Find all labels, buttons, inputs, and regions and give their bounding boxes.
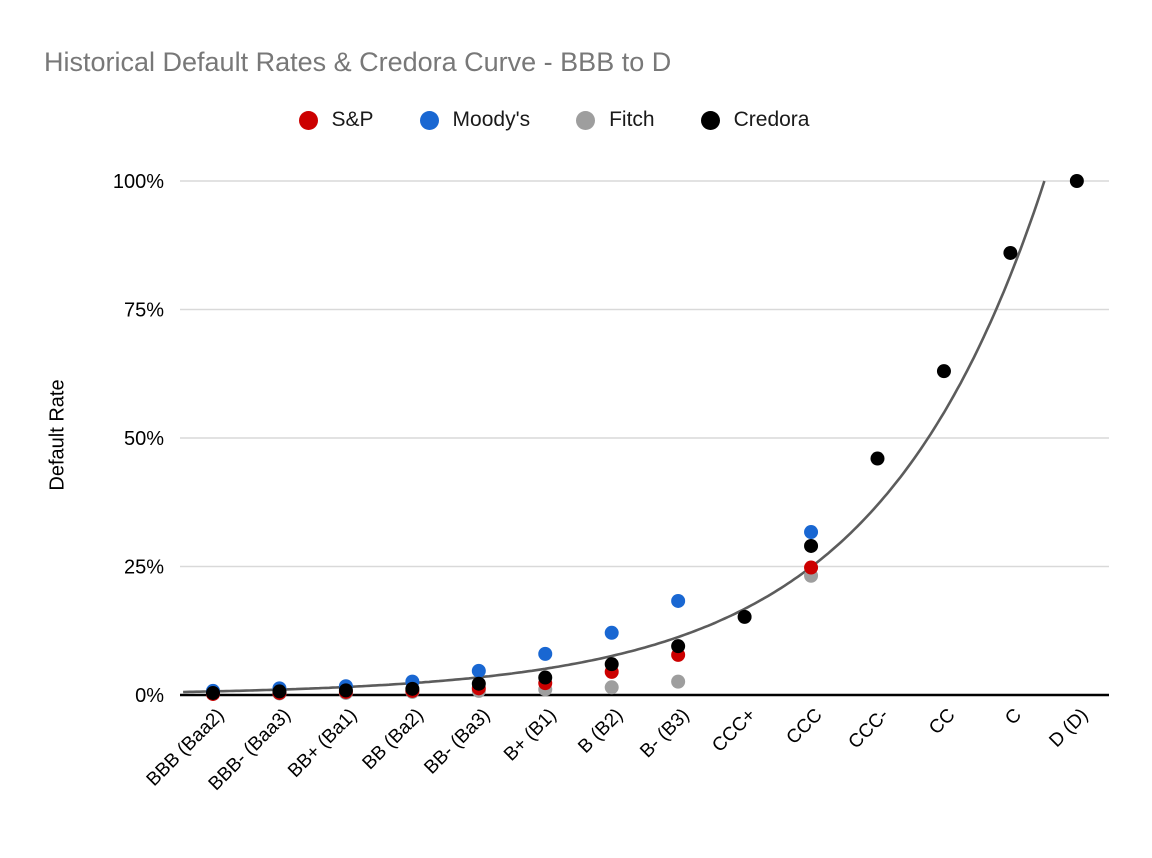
credora-curve-line: [183, 180, 1046, 694]
legend-label-fitch: Fitch: [609, 108, 655, 131]
legend-label-credora: Credora: [733, 108, 810, 131]
data-point-credora-7[interactable]: [604, 657, 619, 672]
data-point-credora-10[interactable]: [804, 538, 819, 553]
x-axis-tick-label: BB (Ba2): [359, 705, 428, 774]
data-point-moodys-10[interactable]: [804, 525, 819, 540]
y-axis-tick-label: 75%: [124, 300, 164, 322]
fitch-series-dot-icon: [576, 110, 596, 130]
credora-series-dot-icon: [700, 110, 720, 130]
x-axis-tick-label: CC: [925, 705, 959, 739]
legend-item-moodys[interactable]: Moody's: [419, 108, 531, 132]
chart-title: Historical Default Rates & Credora Curve…: [44, 47, 672, 77]
x-axis-tick-label: BB- (Ba3): [420, 705, 494, 779]
x-axis-tick-label: CCC: [783, 705, 827, 749]
data-point-credora-8[interactable]: [671, 639, 686, 654]
x-axis-tick-label: B+ (B1): [500, 705, 561, 766]
x-axis-tick-label: BB+ (Ba1): [284, 705, 361, 782]
data-point-fitch-7[interactable]: [604, 680, 619, 695]
data-point-credora-1[interactable]: [206, 685, 220, 700]
x-axis-tick-label: C: [1001, 705, 1026, 730]
data-point-moodys-7[interactable]: [604, 625, 619, 640]
chart-legend: S&P Moody's Fitch Credora: [0, 108, 1108, 132]
y-axis-tick-label: 25%: [124, 557, 164, 579]
data-point-credora-13[interactable]: [1003, 245, 1018, 260]
legend-item-sp[interactable]: S&P: [298, 108, 374, 132]
data-point-credora-11[interactable]: [870, 451, 885, 466]
data-point-moodys-8[interactable]: [671, 593, 686, 608]
y-axis-tick-label: 100%: [113, 171, 164, 193]
y-axis-tick-label: 0%: [135, 685, 164, 707]
data-point-credora-9[interactable]: [737, 609, 752, 624]
legend-item-credora[interactable]: Credora: [700, 108, 810, 132]
data-point-credora-4[interactable]: [405, 681, 420, 696]
x-axis-tick-label: CCC-: [845, 705, 893, 753]
data-point-credora-2[interactable]: [272, 684, 287, 699]
data-point-credora-3[interactable]: [338, 683, 353, 698]
data-point-moodys-5[interactable]: [471, 663, 486, 678]
data-point-credora-12[interactable]: [936, 364, 951, 379]
x-axis-tick-label: CCC+: [708, 705, 760, 757]
legend-item-fitch[interactable]: Fitch: [576, 108, 655, 132]
sp-series-dot-icon: [298, 110, 318, 130]
data-point-fitch-8[interactable]: [671, 674, 686, 689]
moodys-series-dot-icon: [419, 110, 439, 130]
data-point-credora-5[interactable]: [471, 676, 486, 691]
legend-label-sp: S&P: [331, 108, 374, 131]
data-point-credora-6[interactable]: [538, 670, 553, 685]
x-axis-tick-label: B (B2): [574, 705, 627, 758]
x-axis-tick-label: D (D): [1045, 705, 1092, 752]
data-point-credora-14[interactable]: [1069, 174, 1084, 188]
y-axis-tick-label: 50%: [124, 428, 164, 450]
legend-label-moodys: Moody's: [452, 108, 531, 131]
data-point-moodys-6[interactable]: [538, 646, 553, 661]
x-axis-tick-label: B- (B3): [636, 705, 693, 762]
data-point-sp-10[interactable]: [804, 560, 819, 575]
